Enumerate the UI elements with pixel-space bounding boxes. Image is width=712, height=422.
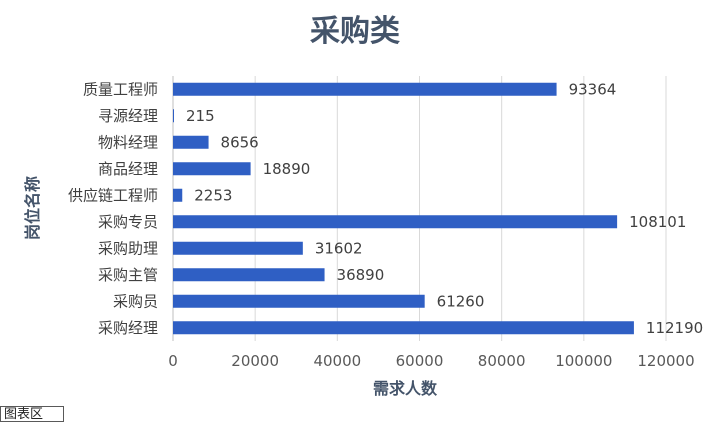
category-label: 寻源经理: [98, 107, 158, 125]
data-label: 36890: [337, 266, 385, 284]
category-label: 采购经理: [98, 319, 158, 337]
data-label: 108101: [629, 213, 686, 231]
category-label: 供应链工程师: [68, 186, 158, 204]
bar: [173, 268, 325, 282]
bar: [173, 215, 618, 229]
data-label: 112190: [646, 319, 703, 337]
x-tick-label: 60000: [396, 352, 444, 370]
x-tick-label: 40000: [313, 352, 361, 370]
data-label: 93364: [569, 80, 617, 98]
data-label: 8656: [221, 133, 259, 151]
chart-title: 采购类: [310, 14, 400, 49]
bars: [173, 82, 634, 335]
bar: [173, 162, 251, 176]
x-tick-labels: 0 20000 40000 60000 80000 100000 120000: [168, 352, 694, 370]
bar: [173, 321, 634, 335]
data-label: 2253: [194, 186, 232, 204]
x-tick-label: 0: [168, 352, 178, 370]
x-tick-label: 100000: [555, 352, 612, 370]
category-label: 采购助理: [98, 239, 158, 257]
bar: [173, 109, 174, 123]
category-label: 商品经理: [98, 160, 158, 178]
bar: [173, 241, 303, 255]
data-label: 215: [186, 107, 215, 125]
bar: [173, 188, 183, 202]
data-labels: 112190 61260 36890 31602 108101 2253 188908656…: [186, 80, 703, 337]
x-axis-title: 需求人数: [373, 379, 438, 398]
data-label: 31602: [315, 239, 363, 257]
y-axis-title: 岗位名称: [23, 176, 42, 240]
x-tick-label: 120000: [637, 352, 694, 370]
gridlines: [172, 76, 667, 341]
category-label: 采购主管: [98, 266, 158, 284]
category-label: 质量工程师: [83, 80, 158, 98]
bar: [173, 294, 425, 308]
bar: [173, 135, 209, 149]
x-tick-label: 80000: [478, 352, 526, 370]
chart-area-label: 图表区: [0, 406, 64, 422]
data-label: 61260: [437, 292, 485, 310]
bar: [173, 82, 557, 96]
data-label: 18890: [263, 160, 311, 178]
category-label: 物料经理: [98, 133, 158, 151]
category-label: 采购专员: [98, 213, 158, 231]
x-tick-label: 20000: [231, 352, 279, 370]
category-labels: 采购经理 采购员 采购主管 采购助理 采购专员 供应链工程师 商品经理 物料经理 寻源经理 质量工…: [68, 80, 158, 337]
category-label: 采购员: [113, 292, 158, 310]
